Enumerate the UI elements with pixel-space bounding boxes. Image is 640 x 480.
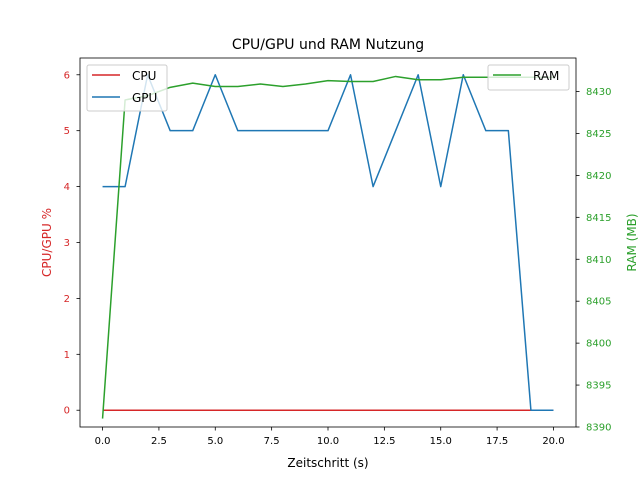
x-tick-label: 2.5 (151, 436, 167, 447)
y-axis-right: 8390 8395 8400 8405 8410 8415 8420 8425 8430 (576, 87, 611, 434)
x-tick-label: 7.5 (264, 436, 280, 447)
series-line-ram (101, 75, 554, 419)
y-right-tick-label: 8425 (586, 129, 611, 140)
x-tick-label: 0.0 (95, 436, 111, 447)
legend-left-box (86, 64, 168, 112)
legend-right-box (487, 64, 570, 91)
legend-gpu-label: GPU (132, 91, 157, 105)
y-right-tick-label: 8410 (586, 255, 611, 266)
y-axis-left: 0 1 2 3 4 5 6 (64, 70, 80, 417)
series-line-gpu (102, 74, 554, 411)
y-left-tick-label: 2 (64, 294, 70, 305)
y-right-tick-label: 8430 (586, 87, 611, 98)
x-tick-label: 12.5 (373, 436, 395, 447)
y-right-tick-label: 8405 (586, 297, 611, 308)
x-tick-label: 5.0 (207, 436, 223, 447)
y-right-tick-label: 8420 (586, 171, 611, 182)
y-right-tick-label: 8390 (586, 423, 611, 434)
x-tick-label: 20.0 (542, 436, 564, 447)
x-axis: 0.0 2.5 5.0 7.5 10.0 12.5 15.0 17.5 20.0 (95, 427, 565, 447)
y-left-tick-label: 4 (64, 182, 70, 193)
y-right-tick-label: 8395 (586, 381, 611, 392)
y-axis-left-label: CPU/GPU % (40, 208, 54, 277)
y-left-tick-label: 1 (64, 350, 70, 361)
y-left-tick-label: 0 (64, 406, 70, 417)
y-left-tick-label: 5 (64, 126, 70, 137)
legend-right: RAM (487, 64, 570, 91)
legend-ram-label: RAM (533, 69, 559, 83)
x-tick-label: 17.5 (486, 436, 508, 447)
y-right-tick-label: 8415 (586, 213, 611, 224)
legend-left: CPU GPU (86, 64, 168, 112)
series-layer (101, 74, 554, 419)
y-right-tick-label: 8400 (586, 339, 611, 350)
legend-cpu-label: CPU (132, 69, 156, 83)
x-tick-label: 10.0 (317, 436, 339, 447)
chart-title: CPU/GPU und RAM Nutzung (232, 37, 424, 53)
x-tick-label: 15.0 (430, 436, 452, 447)
x-axis-label: Zeitschritt (s) (287, 456, 368, 470)
y-left-tick-label: 6 (64, 70, 70, 81)
y-axis-right-label: RAM (MB) (625, 213, 639, 271)
plot-frame (79, 57, 577, 428)
y-left-tick-label: 3 (64, 238, 70, 249)
